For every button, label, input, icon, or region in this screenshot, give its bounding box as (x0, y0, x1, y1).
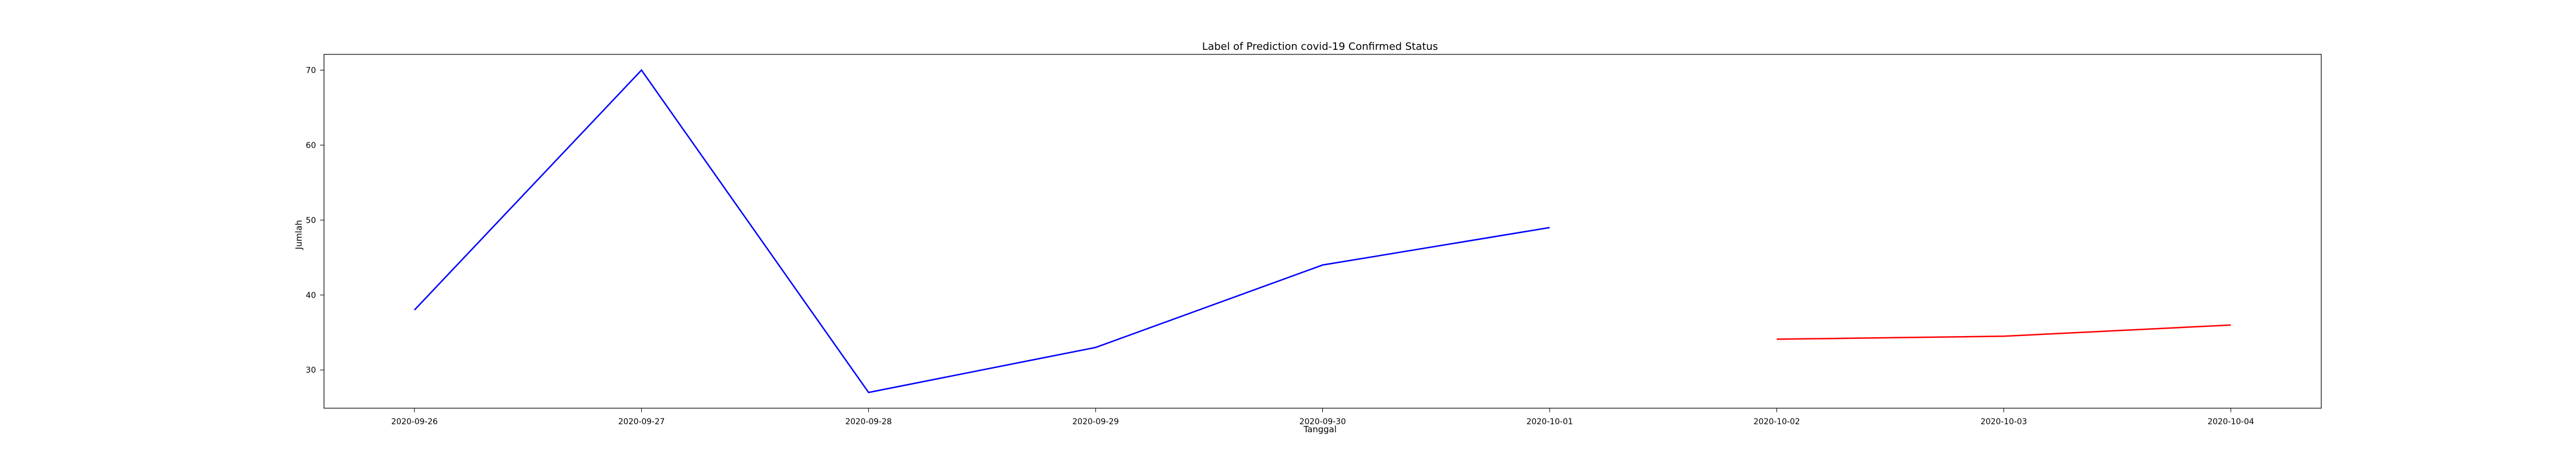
plot-frame (323, 54, 2322, 409)
y-tick-label: 30 (306, 366, 316, 375)
x-tick-label: 2020-10-03 (1981, 417, 2027, 427)
y-axis-label: Jumlah (294, 220, 304, 250)
x-tick-label: 2020-09-26 (391, 417, 437, 427)
y-tick-label: 50 (306, 216, 316, 225)
x-tick-label: 2020-09-29 (1072, 417, 1119, 427)
chart-title: Label of Prediction covid-19 Confirmed S… (1202, 41, 1438, 53)
y-tick-label: 70 (306, 66, 316, 75)
x-tick-label: 2020-10-04 (2207, 417, 2254, 427)
series-line-1 (414, 69, 1550, 393)
plot-area: 2020-09-26 2020-09-27 2020-09-28 2020-09-29… (306, 54, 2322, 427)
series-line-2 (1776, 324, 2231, 340)
x-axis-label: Tanggal (1303, 424, 1337, 435)
x-tick-label: 2020-10-02 (1753, 417, 1800, 427)
y-tick-label: 60 (306, 141, 316, 150)
x-tick-label: 2020-10-01 (1526, 417, 1573, 427)
x-tick-label: 2020-09-27 (618, 417, 665, 427)
x-tick-label: 2020-09-28 (846, 417, 892, 427)
x-tick-label: 2020-09-30 (1299, 417, 1346, 427)
y-tick-label: 40 (306, 291, 316, 300)
